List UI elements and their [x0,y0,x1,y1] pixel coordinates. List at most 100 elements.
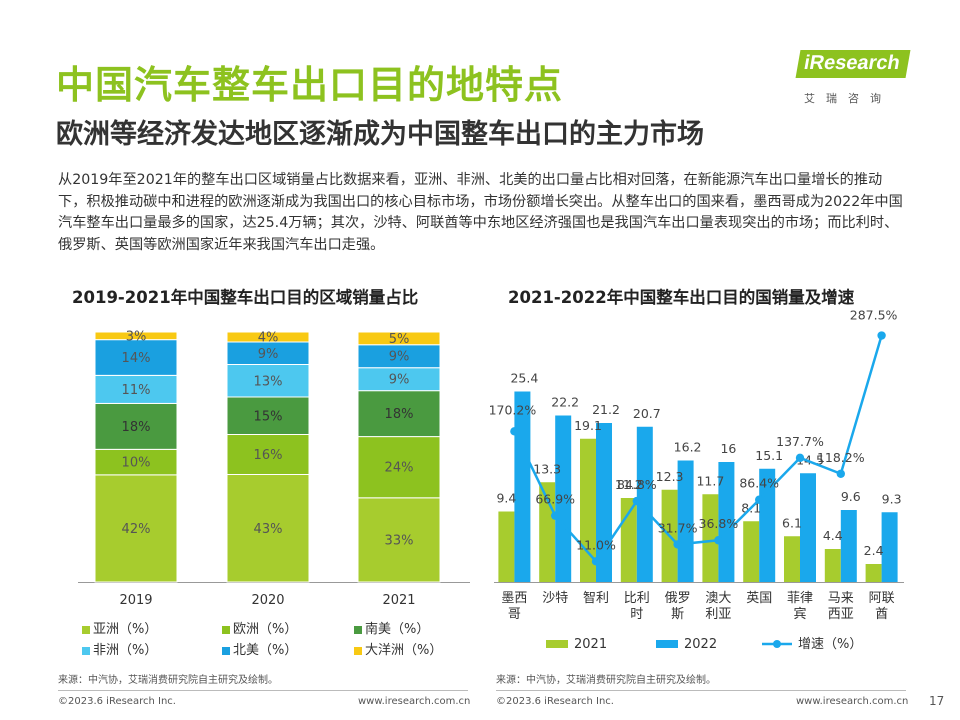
legend-swatch [222,625,230,634]
right-footer-url: www.iresearch.com.cn [796,696,909,707]
growth-point [673,540,682,549]
data-label-2021: 12.3 [656,469,684,484]
bar-segment [94,339,178,376]
data-label-2021: 11.2 [615,477,643,492]
bar-segment [226,474,310,583]
bar-2021 [743,521,760,582]
growth-point [877,331,886,340]
growth-point [591,557,601,566]
country-sales-chart: 9.4 25.4 墨西哥 13.3 22.2 沙特 19.121.2 智利 11.2 20.7 比利… [490,310,904,652]
x-tick-label: 俄罗 [665,591,691,606]
right-chart-title: 2021-2022年中国整车出口目的国销量及增速 [508,288,855,307]
segment-label: 11% [122,383,151,398]
bar-2021 [865,564,882,582]
bar-2022 [514,391,531,582]
bar-segment [226,434,310,475]
x-tick-label: 墨西 [501,591,527,606]
data-label-2022: 21.2 [592,402,620,417]
bar-2021 [498,511,515,582]
data-label-2021: 6.1 [782,515,802,530]
x-tick-label: 时 [630,607,643,622]
growth-label: 137.7% [776,434,824,449]
legend-swatch [354,646,362,655]
growth-label: 170.2% [490,402,536,417]
bar-segment [357,390,441,438]
bar-segment [226,331,310,343]
x-tick-label: 西亚 [828,607,854,622]
page-number: 17 [929,694,945,708]
growth-line [513,335,883,564]
legend-swatch-2022 [656,640,678,648]
growth-label: 11.0% [576,537,616,552]
data-label-2022: 16.2 [674,440,702,455]
data-label-2022: 9.3 [882,491,902,506]
x-tick-label: 英国 [746,591,772,606]
left-footer-url: www.iresearch.com.cn [358,696,471,707]
data-label-2021: 4.4 [823,528,843,543]
bar-segment [94,331,178,341]
segment-label: 16% [254,448,283,463]
x-tick-label: 哥 [508,607,521,622]
intro-paragraph: 从2019年至2021年的整车出口区域销量占比数据来看，亚洲、非洲、北美的出口量… [58,172,903,253]
x-tick-label: 智利 [583,591,609,606]
bar-segment [357,497,441,583]
left-footer-copyright: ©2023.6 iResearch Inc. [58,696,176,707]
segment-label: 14% [122,351,151,366]
segment-label: 3% [126,329,147,344]
regional-share-chart: 42%10%18%11%14%3%201943%16%15%13%9%4%202… [78,329,470,608]
growth-point [714,536,723,545]
bar-2021 [824,549,841,582]
data-label-2022: 25.4 [510,371,538,386]
legend-swatch [82,646,90,655]
growth-point [632,496,641,506]
bar-2021 [702,494,719,582]
segment-label: 10% [122,456,151,471]
bar-segment [357,331,441,346]
left-footer-divider [58,690,468,691]
bar-segment [226,364,310,398]
segment-label: 24% [385,461,414,476]
page-title: 中国汽车整车出口目的地特点 [56,63,564,107]
data-label-2022: 9.6 [841,489,861,504]
segment-label: 42% [122,522,151,537]
legend-label-growth: 增速（%） [798,637,862,652]
bar-segment [94,474,178,583]
legend-swatch [354,625,362,634]
legend-item-south-america: 南美（%） [354,618,429,637]
data-label-2022: 15.1 [755,448,783,463]
x-tick-label: 澳大 [705,590,731,606]
growth-point [795,453,805,463]
growth-point [755,495,764,504]
segment-label: 9% [389,350,410,365]
segment-label: 18% [385,407,414,422]
legend-item-north-america: 北美（%） [222,639,297,658]
x-tick-label: 2021 [382,593,415,608]
legend-swatch-2021 [546,640,568,648]
legend-item-asia: 亚洲（%） [82,618,157,637]
data-label-2021: 19.1 [574,418,602,433]
growth-point [510,427,519,436]
bar-2021 [620,498,637,582]
bar-2022 [636,426,653,582]
right-source-note: 来源：中汽协，艾瑞消费研究院自主研究及绘制。 [496,675,716,686]
left-chart-title: 2019-2021年中国整车出口目的区域销量占比 [72,288,419,307]
segment-label: 9% [389,373,410,388]
x-tick-label: 利亚 [705,607,731,622]
bar-2022 [677,460,694,582]
growth-point [836,469,845,478]
legend-label-2021: 2021 [574,637,607,652]
x-tick-label: 2019 [119,593,152,608]
x-tick-label: 马来 [828,591,854,606]
iresearch-logo: iResearch 艾瑞咨询 [790,50,915,112]
segment-label: 13% [254,374,283,389]
bar-2022 [718,462,735,582]
bar-segment [94,448,178,476]
segment-label: 5% [389,332,410,347]
x-tick-label: 2020 [251,593,284,608]
x-tick-label: 沙特 [542,591,568,606]
legend-item-oceania: 大洋洲（%） [354,639,442,658]
legend-item-africa: 非洲（%） [82,639,157,658]
x-tick-label: 宾 [793,606,806,622]
growth-label: 84.8% [617,477,657,492]
data-label-2022: 16 [720,441,736,456]
